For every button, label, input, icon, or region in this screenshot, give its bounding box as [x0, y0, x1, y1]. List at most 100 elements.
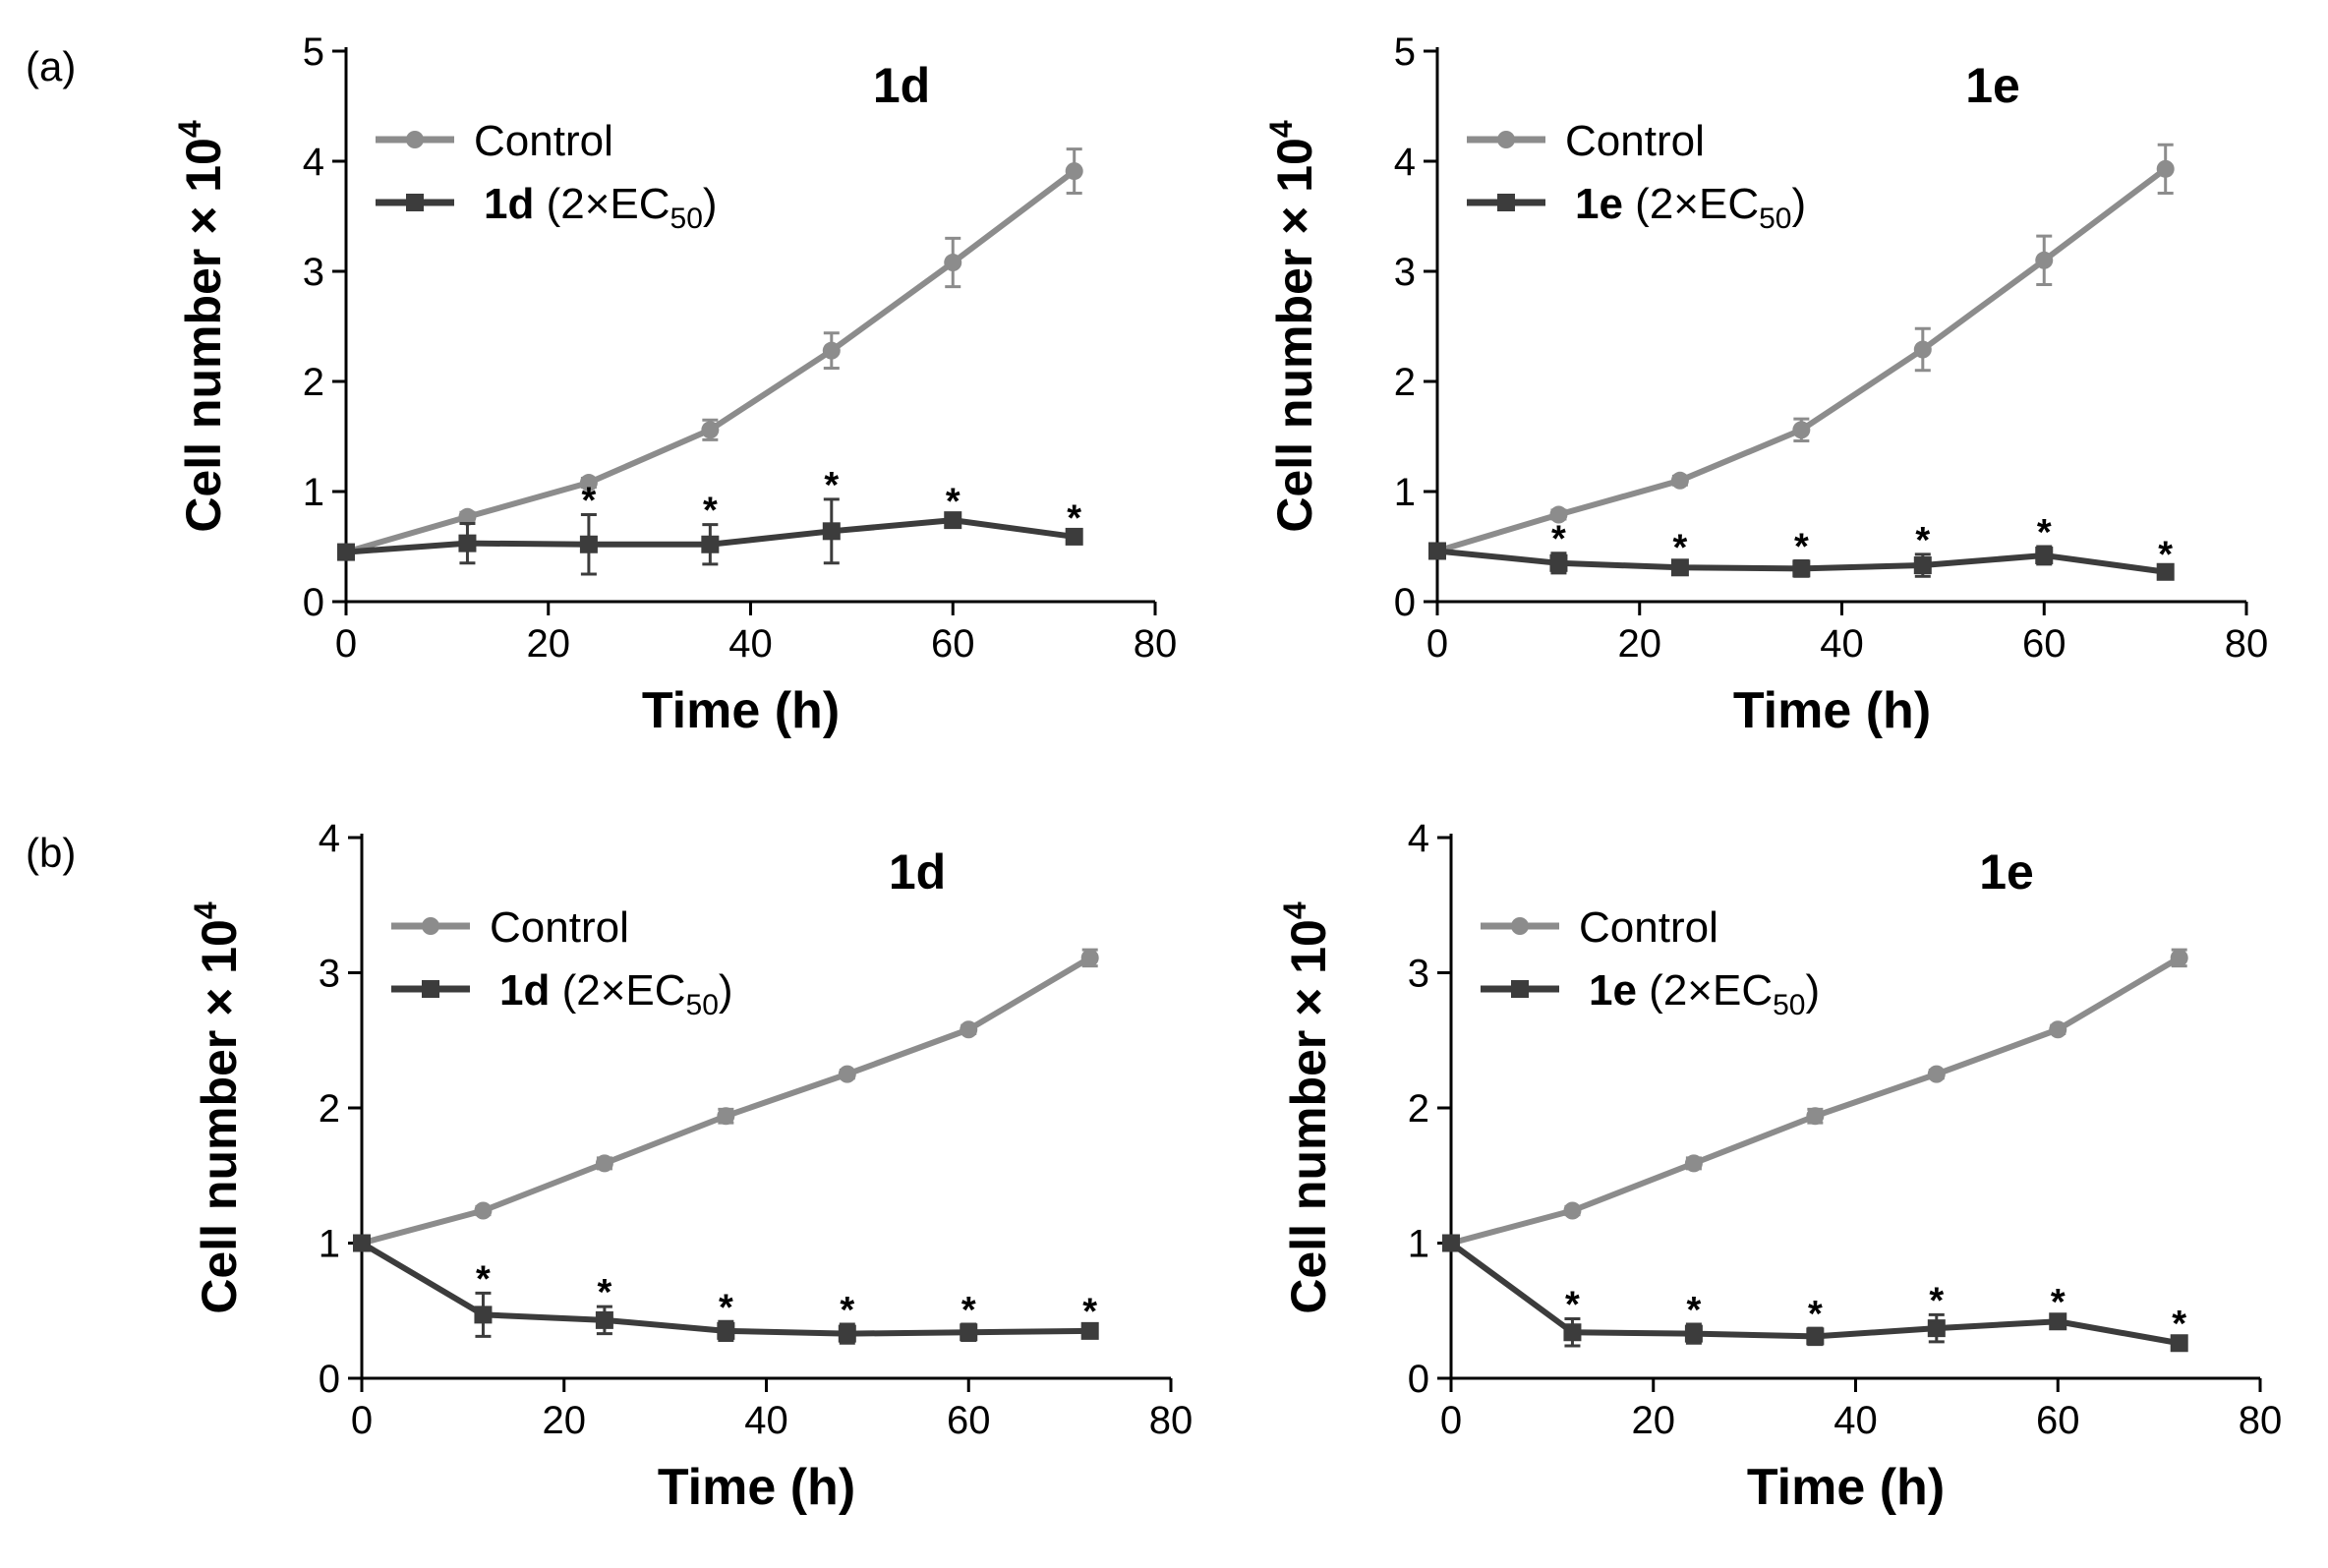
significance-marker: * — [1673, 528, 1688, 569]
data-point-square — [474, 1306, 493, 1324]
data-point-circle — [838, 1065, 856, 1083]
significance-marker: * — [1067, 497, 1081, 539]
x-tick-label: 0 — [351, 1399, 373, 1442]
legend-label: 1e (2×EC50) — [1575, 180, 1806, 235]
legend-label-text: (2×EC — [1623, 180, 1759, 228]
y-axis-title-superscript: 4 — [1277, 901, 1312, 919]
x-tick-label: 40 — [744, 1399, 788, 1442]
data-point-circle — [1549, 505, 1568, 524]
x-axis-title: Time (h) — [1733, 682, 1931, 739]
data-point-square — [1065, 527, 1083, 546]
legend-label-bold: 1d — [484, 180, 534, 228]
legend-label-tail: ) — [1806, 966, 1821, 1015]
x-tick-label: 0 — [1426, 622, 1448, 666]
panel-label: (b) — [26, 830, 76, 876]
significance-marker: * — [2037, 512, 2052, 553]
x-tick-label: 80 — [2239, 1399, 2283, 1442]
significance-marker: * — [2158, 534, 2173, 575]
data-point-square — [1792, 559, 1811, 578]
legend-label: Control — [1565, 117, 1705, 165]
data-point-circle — [1927, 1065, 1946, 1083]
y-tick-label: 0 — [319, 1358, 340, 1401]
panel-label: (a) — [26, 43, 76, 89]
x-tick-label: 20 — [1618, 622, 1662, 666]
data-point-square — [2049, 1312, 2067, 1331]
significance-marker: * — [1687, 1290, 1702, 1331]
y-axis-title-text: Cell number × 10 — [176, 138, 231, 533]
significance-marker: * — [1551, 519, 1566, 560]
legend-label-tail: ) — [703, 180, 718, 228]
data-point-square — [960, 1323, 978, 1342]
data-point-circle — [1563, 1201, 1582, 1220]
data-point-square — [353, 1234, 371, 1252]
data-point-circle — [579, 474, 598, 493]
y-tick-label: 0 — [303, 581, 324, 624]
y-tick-label: 4 — [319, 817, 340, 860]
data-point-circle — [1080, 949, 1099, 967]
chart-title: 1e — [1979, 844, 2034, 900]
data-point-square — [1442, 1234, 1460, 1252]
x-tick-label: 20 — [543, 1399, 587, 1442]
data-point-circle — [822, 341, 841, 360]
data-point-circle — [960, 1020, 978, 1039]
legend-label-tail: ) — [719, 966, 733, 1015]
y-axis-title-text: Cell number × 10 — [1281, 919, 1336, 1314]
data-point-circle — [2170, 949, 2188, 967]
significance-marker: * — [840, 1290, 854, 1331]
y-tick-label: 4 — [303, 141, 324, 184]
legend-marker-circle — [1497, 131, 1515, 148]
data-point-circle — [1806, 1107, 1825, 1126]
data-point-square — [1563, 1323, 1582, 1342]
y-tick-label: 4 — [1408, 817, 1429, 860]
x-tick-label: 60 — [2022, 622, 2066, 666]
significance-marker: * — [1082, 1291, 1097, 1332]
x-tick-label: 40 — [1833, 1399, 1878, 1442]
x-tick-label: 20 — [527, 622, 571, 666]
y-axis-title-superscript: 4 — [172, 120, 207, 138]
significance-marker: * — [582, 481, 597, 522]
x-tick-label: 20 — [1632, 1399, 1676, 1442]
significance-marker: * — [719, 1287, 733, 1328]
data-point-square — [1428, 542, 1446, 560]
y-tick-label: 3 — [303, 251, 324, 294]
chart-title: 1d — [889, 844, 946, 900]
data-point-square — [579, 535, 598, 553]
data-point-circle — [1684, 1154, 1703, 1173]
x-tick-label: 40 — [1820, 622, 1864, 666]
data-point-square — [717, 1321, 735, 1340]
data-point-square — [595, 1310, 613, 1329]
data-point-square — [2170, 1334, 2188, 1353]
y-tick-label: 5 — [303, 30, 324, 74]
y-axis-title-superscript: 4 — [1263, 120, 1299, 138]
data-point-square — [1806, 1327, 1825, 1346]
x-tick-label: 80 — [2225, 622, 2269, 666]
y-tick-label: 2 — [303, 361, 324, 404]
y-tick-label: 5 — [1394, 30, 1416, 74]
legend-label-subscript: 50 — [1773, 989, 1805, 1021]
data-point-square — [822, 522, 841, 541]
legend-label: Control — [490, 903, 629, 952]
legend-marker-square — [1511, 980, 1529, 998]
legend-label-subscript: 50 — [1759, 203, 1791, 235]
significance-marker: * — [598, 1272, 612, 1313]
legend-label-subscript: 50 — [686, 989, 719, 1021]
data-point-circle — [595, 1154, 613, 1173]
y-axis-title-text: Cell number × 10 — [1267, 138, 1322, 533]
y-tick-label: 3 — [319, 953, 340, 996]
significance-marker: * — [824, 465, 839, 506]
y-tick-label: 2 — [1408, 1087, 1429, 1131]
x-tick-label: 0 — [1440, 1399, 1462, 1442]
significance-marker: * — [703, 491, 718, 532]
data-point-square — [1080, 1321, 1099, 1340]
y-axis-title-text: Cell number × 10 — [192, 919, 247, 1314]
legend-label-bold: 1e — [1575, 180, 1623, 228]
x-tick-label: 60 — [931, 622, 975, 666]
data-point-square — [1913, 556, 1932, 575]
data-point-circle — [1913, 340, 1932, 359]
legend-label: 1d (2×EC50) — [499, 966, 733, 1021]
